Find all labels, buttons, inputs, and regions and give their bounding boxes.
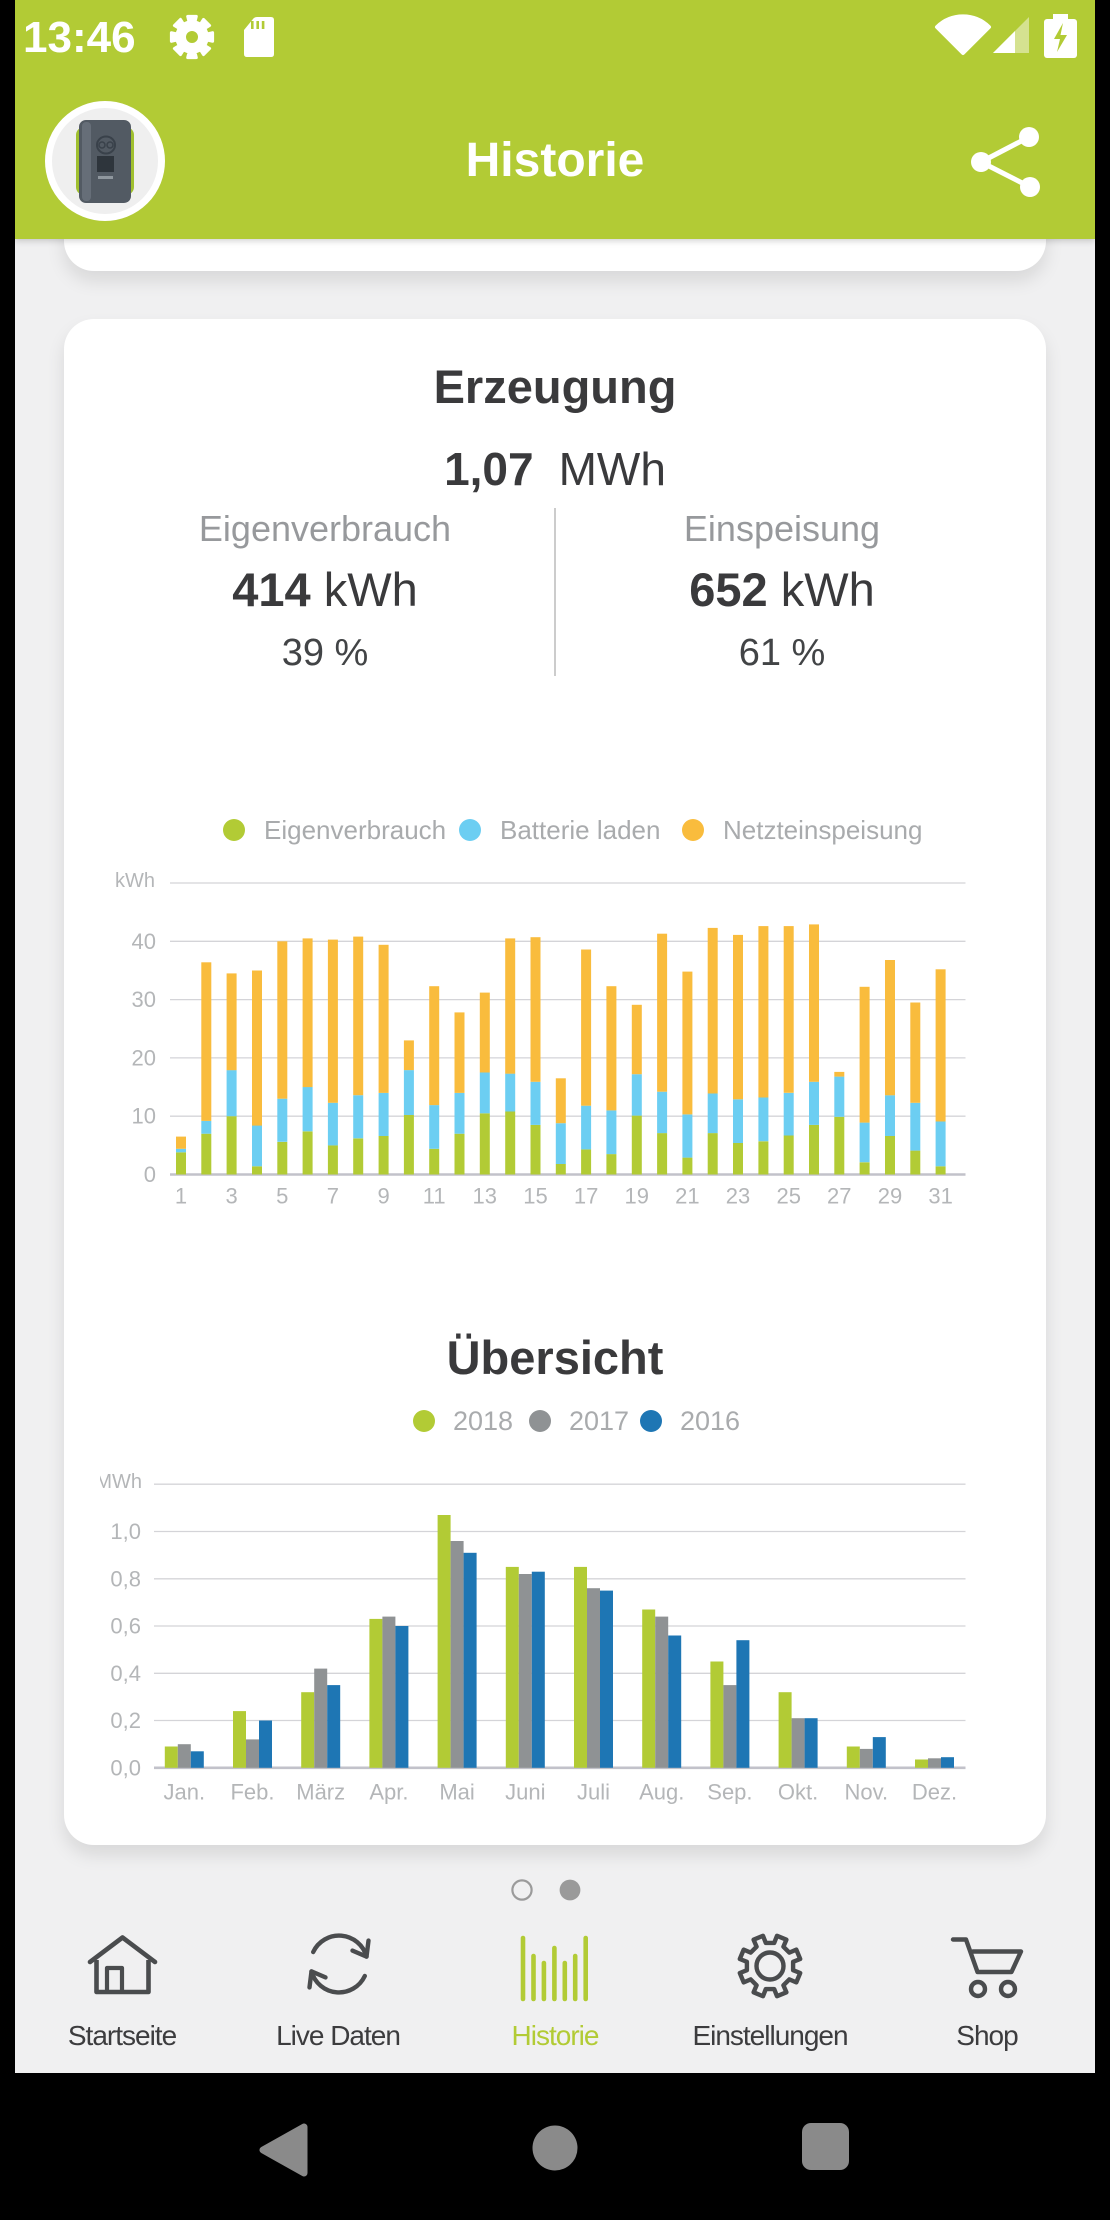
- svg-text:Netzteinspeisung: Netzteinspeisung: [723, 815, 922, 845]
- svg-text:20: 20: [132, 1045, 156, 1070]
- svg-text:10: 10: [132, 1104, 156, 1129]
- svg-text:kWh: kWh: [115, 870, 155, 892]
- svg-text:Batterie laden: Batterie laden: [500, 815, 660, 845]
- svg-text:11: 11: [423, 1184, 446, 1209]
- svg-text:13:46: 13:46: [23, 13, 136, 62]
- svg-text:Juli: Juli: [577, 1780, 610, 1805]
- svg-text:Jan.: Jan.: [164, 1780, 206, 1805]
- svg-text:Feb.: Feb.: [230, 1780, 274, 1805]
- svg-text:21: 21: [675, 1184, 699, 1209]
- svg-text:9: 9: [377, 1184, 389, 1209]
- svg-text:MWh: MWh: [100, 1471, 142, 1493]
- svg-text:Apr.: Apr.: [369, 1780, 408, 1805]
- svg-text:Mai: Mai: [439, 1780, 474, 1805]
- svg-text:0,0: 0,0: [110, 1755, 141, 1780]
- svg-text:0,8: 0,8: [110, 1566, 141, 1591]
- svg-text:2018: 2018: [453, 1406, 513, 1436]
- svg-text:3: 3: [225, 1184, 237, 1209]
- svg-text:Aug.: Aug.: [639, 1780, 684, 1805]
- svg-text:23: 23: [726, 1184, 750, 1209]
- svg-text:17: 17: [574, 1184, 598, 1209]
- svg-text:Juni: Juni: [505, 1780, 545, 1805]
- svg-text:40: 40: [132, 929, 156, 954]
- svg-text:Sep.: Sep.: [707, 1780, 752, 1805]
- svg-text:13: 13: [473, 1184, 497, 1209]
- svg-text:0,2: 0,2: [110, 1708, 141, 1733]
- svg-text:31: 31: [928, 1184, 952, 1209]
- svg-text:30: 30: [132, 987, 156, 1012]
- svg-text:19: 19: [625, 1184, 649, 1209]
- svg-text:Okt.: Okt.: [778, 1780, 818, 1805]
- svg-text:März: März: [296, 1780, 345, 1805]
- svg-text:0,4: 0,4: [110, 1661, 141, 1686]
- svg-text:29: 29: [878, 1184, 902, 1209]
- svg-text:2017: 2017: [569, 1406, 629, 1436]
- svg-text:25: 25: [776, 1184, 800, 1209]
- svg-text:1,0: 1,0: [110, 1519, 141, 1544]
- svg-text:15: 15: [523, 1184, 547, 1209]
- svg-text:5: 5: [276, 1184, 288, 1209]
- svg-text:2016: 2016: [680, 1406, 740, 1436]
- svg-text:1: 1: [175, 1184, 187, 1209]
- svg-text:0,6: 0,6: [110, 1614, 141, 1639]
- svg-text:Eigenverbrauch: Eigenverbrauch: [264, 815, 446, 845]
- svg-text:0: 0: [144, 1162, 156, 1187]
- svg-text:Nov.: Nov.: [844, 1780, 888, 1805]
- svg-text:7: 7: [327, 1184, 339, 1209]
- svg-text:Dez.: Dez.: [912, 1780, 957, 1805]
- svg-text:27: 27: [827, 1184, 851, 1209]
